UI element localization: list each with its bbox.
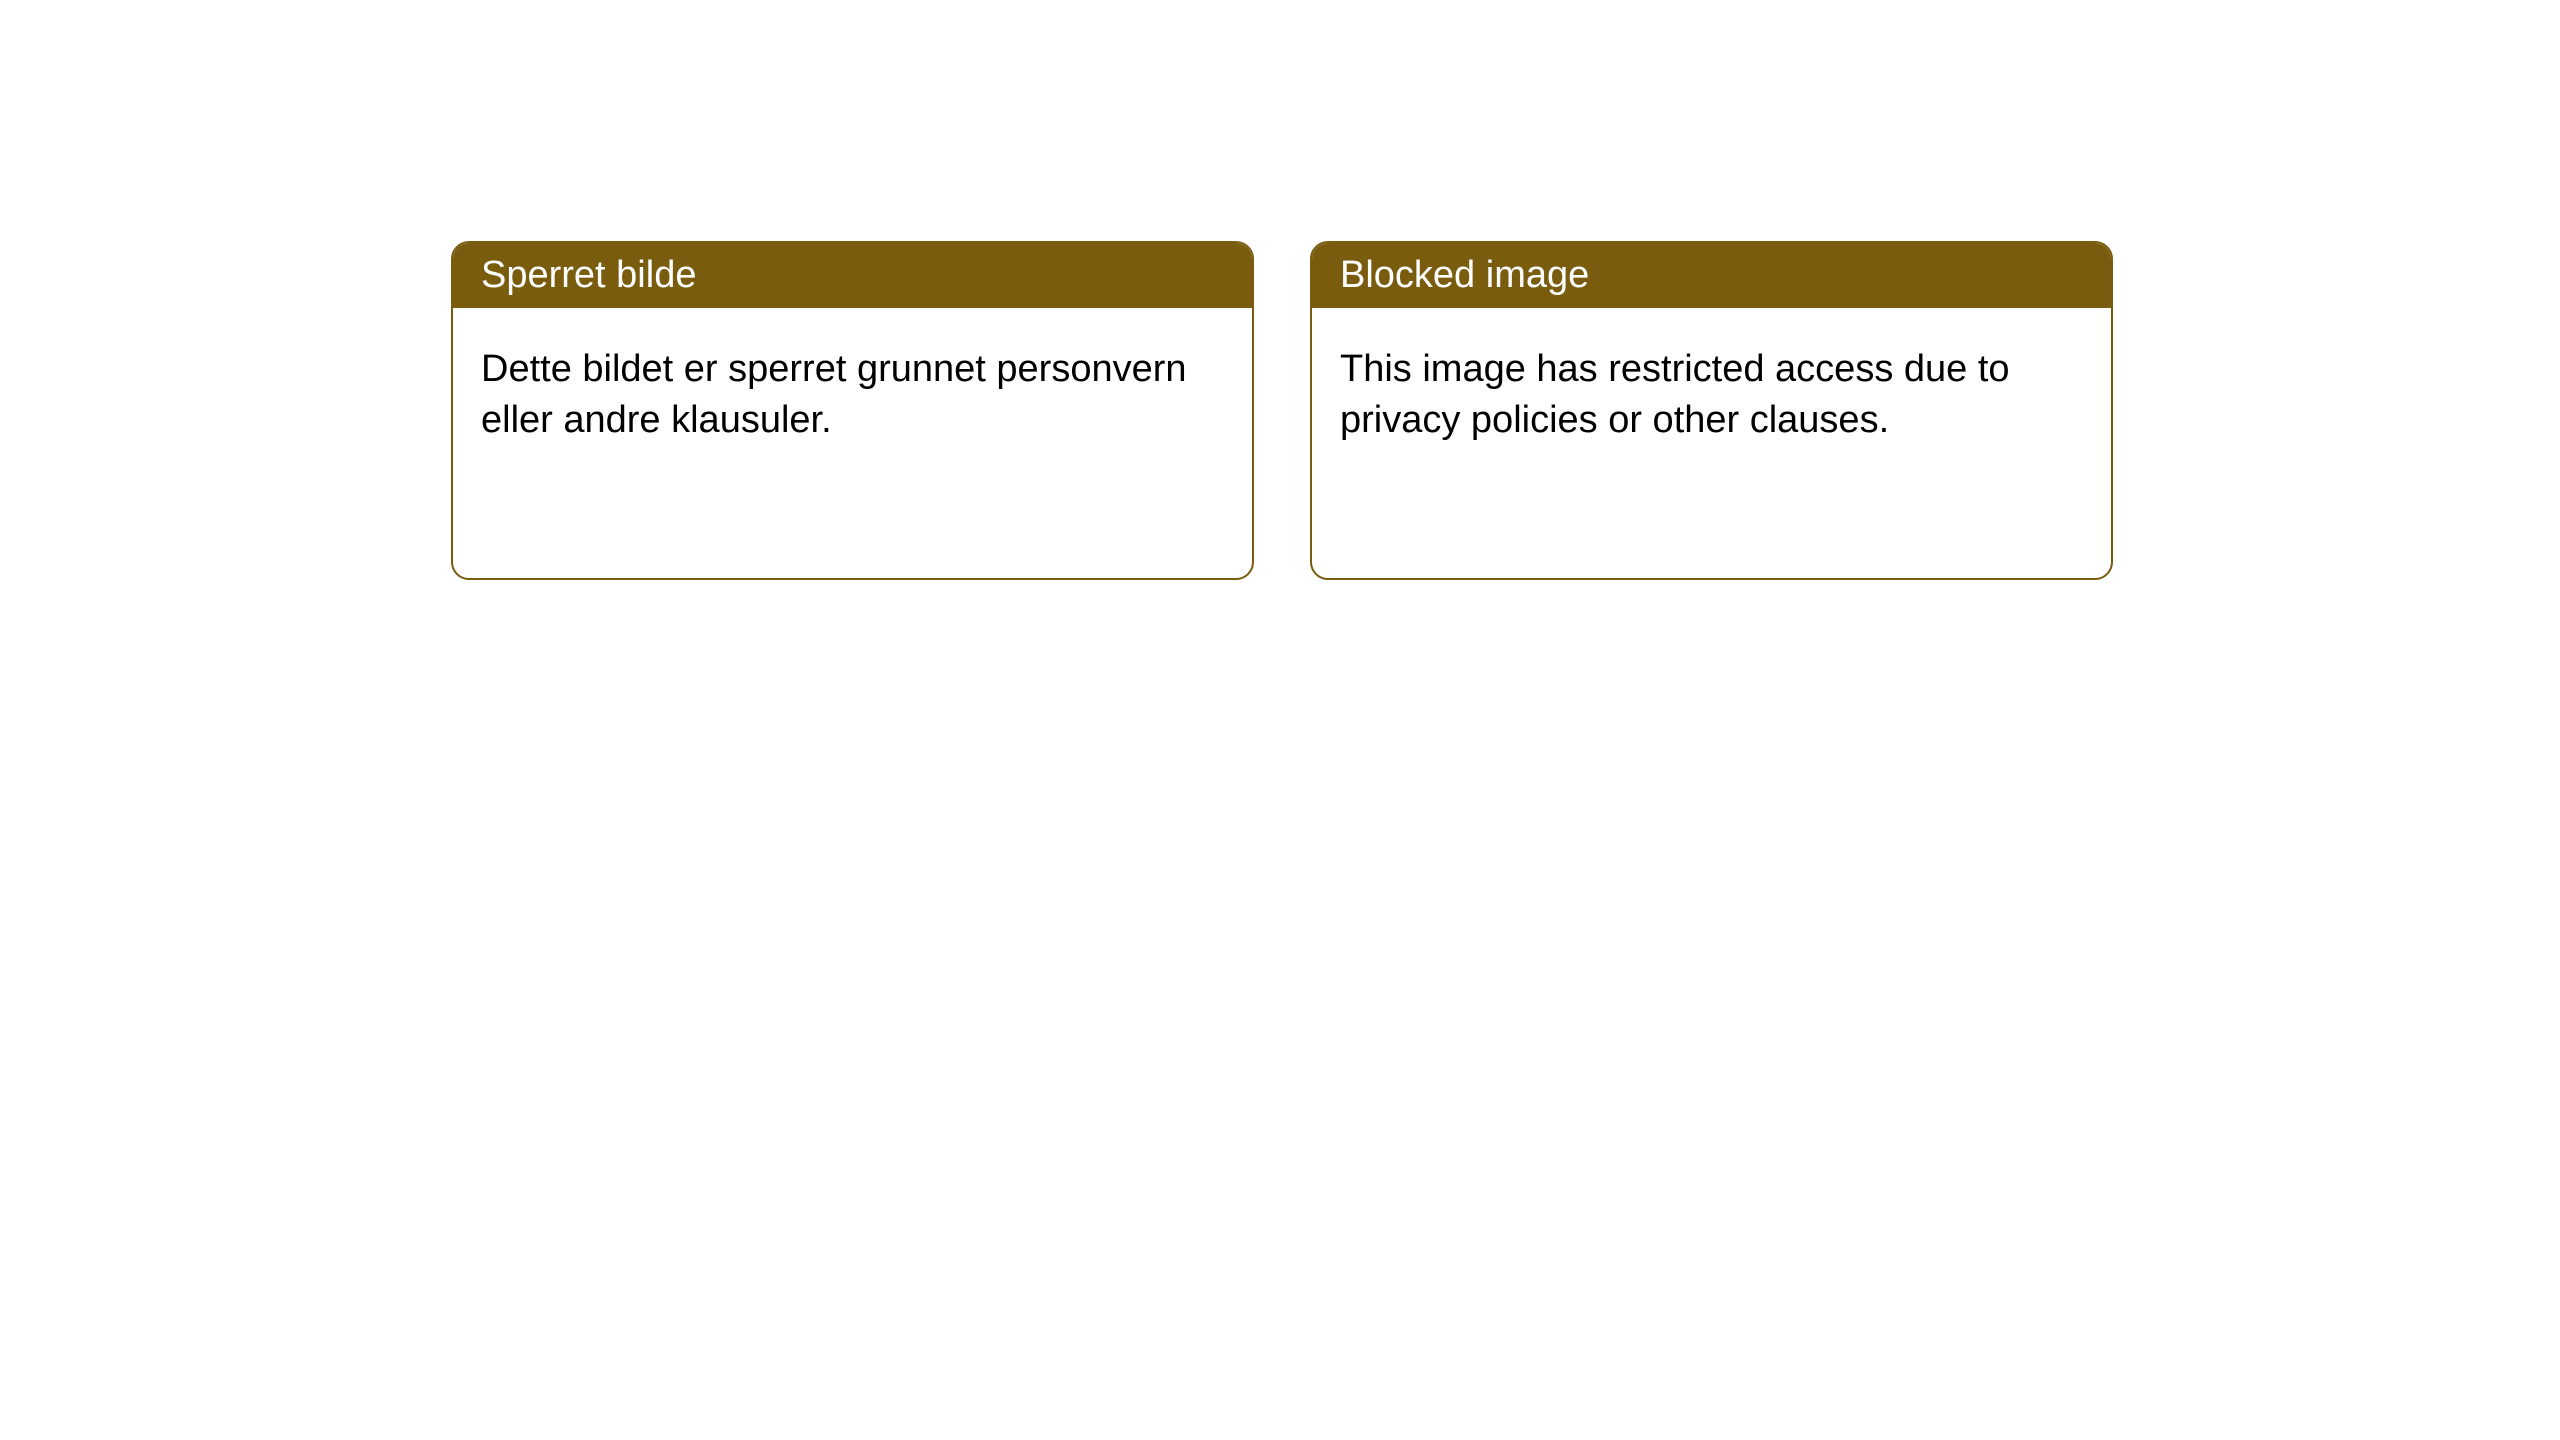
blocked-image-card-english: Blocked image This image has restricted … xyxy=(1310,241,2113,580)
card-body-text: This image has restricted access due to … xyxy=(1340,348,2010,441)
card-title: Sperret bilde xyxy=(481,254,696,296)
card-title: Blocked image xyxy=(1340,254,1589,296)
notice-cards-container: Sperret bilde Dette bildet er sperret gr… xyxy=(451,241,2113,580)
card-body: This image has restricted access due to … xyxy=(1312,308,2111,483)
card-header: Blocked image xyxy=(1312,243,2111,308)
blocked-image-card-norwegian: Sperret bilde Dette bildet er sperret gr… xyxy=(451,241,1254,580)
card-body: Dette bildet er sperret grunnet personve… xyxy=(453,308,1252,483)
card-body-text: Dette bildet er sperret grunnet personve… xyxy=(481,348,1187,441)
card-header: Sperret bilde xyxy=(453,243,1252,308)
